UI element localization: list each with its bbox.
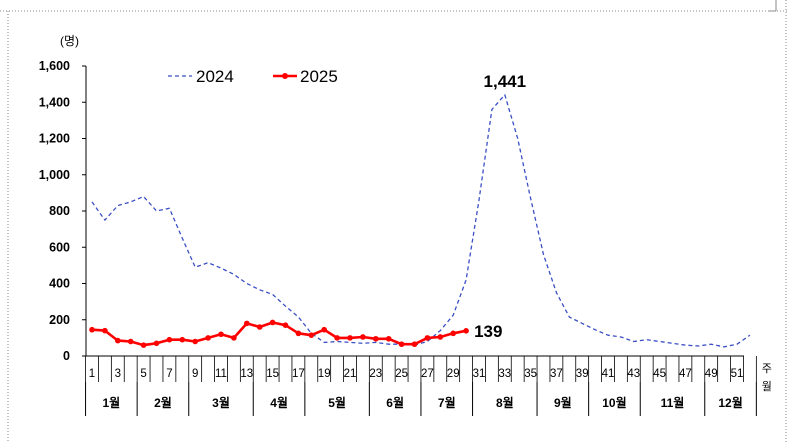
data-point-2025: [102, 327, 108, 334]
annotations: 1,441 139: [474, 72, 526, 341]
data-point-2025: [321, 326, 328, 333]
y-tick-label: 1,600: [39, 59, 70, 73]
data-point-2025: [256, 324, 263, 330]
x-tick-label: 49: [705, 368, 718, 380]
y-tick-label: 800: [49, 204, 70, 218]
latest-value-label: 139: [474, 322, 502, 341]
month-label: 7월: [438, 395, 456, 410]
x-tick-label: 51: [731, 368, 744, 380]
legend: 2024 2025: [168, 67, 338, 86]
y-tick-label: 200: [49, 313, 70, 327]
y-axis-unit-label: (명): [60, 34, 79, 48]
x-tick-label: 9: [192, 368, 198, 380]
series-layer: [89, 94, 751, 348]
x-tick-label: 27: [421, 368, 434, 380]
data-point-2025: [269, 319, 276, 326]
y-axis: 0 200 400 600 800 1,000 1,200 1,400 1,600: [39, 59, 87, 363]
month-label: 4월: [270, 395, 288, 410]
data-point-2025: [115, 337, 121, 344]
x-tick-label: 19: [318, 368, 331, 380]
series-line-2024: [91, 94, 751, 348]
data-point-2025: [385, 335, 392, 342]
data-point-2025: [347, 335, 353, 341]
month-label: 5월: [328, 395, 346, 410]
x-tick-label: 35: [524, 368, 537, 380]
y-tick-label: 1,400: [39, 95, 70, 109]
month-label: 11월: [661, 395, 685, 410]
month-label: 8월: [496, 395, 514, 410]
data-point-2025: [373, 335, 379, 342]
x-tick-label: 11: [215, 368, 227, 380]
x-tick-label: 39: [576, 368, 589, 380]
data-point-2025: [89, 326, 95, 333]
data-point-2025: [153, 340, 160, 347]
month-axis-unit-label: 월: [762, 380, 772, 393]
x-tick-label: 29: [447, 368, 460, 380]
y-tick-label: 400: [49, 277, 70, 291]
x-tick-label: 41: [602, 368, 615, 380]
data-point-2025: [205, 335, 211, 341]
legend-marker-2025: [282, 73, 288, 79]
x-tick-label: 17: [292, 368, 305, 380]
data-point-2025: [231, 335, 237, 341]
month-label: 6월: [386, 395, 404, 410]
x-tick-label: 1: [89, 368, 95, 380]
x-tick-label: 37: [550, 368, 563, 380]
x-tick-label: 5: [140, 368, 146, 380]
x-tick-label: 25: [395, 368, 408, 380]
x-axis: 1 3 5 7 9 11 13 15 17 19 21 23 25 27 29 31 33 35 37 39 41 43 4…: [85, 355, 772, 382]
data-point-2025: [360, 334, 366, 340]
data-point-2025: [127, 338, 134, 345]
data-point-2025: [463, 328, 469, 334]
month-label: 12월: [718, 395, 742, 410]
legend-label-2024: 2024: [196, 67, 234, 86]
peak-value-label: 1,441: [484, 72, 527, 91]
month-label: 2월: [154, 395, 172, 410]
x-tick-label: 31: [473, 368, 486, 380]
data-point-2025: [450, 330, 457, 337]
data-point-2025: [308, 332, 315, 338]
data-point-2025: [166, 336, 173, 343]
data-point-2025: [179, 336, 186, 343]
series-line-2025: [91, 321, 467, 347]
y-tick-label: 1,000: [39, 168, 70, 182]
x-tick-label: 47: [679, 368, 692, 380]
data-point-2025: [424, 335, 431, 341]
month-label: 3월: [212, 395, 230, 410]
month-label: 1월: [102, 395, 120, 410]
data-point-2025: [398, 341, 405, 348]
data-point-2025: [140, 342, 147, 348]
data-point-2025: [295, 330, 302, 337]
data-point-2025: [437, 334, 444, 340]
x-axis-unit-label: 주: [762, 363, 772, 375]
legend-label-2025: 2025: [300, 67, 338, 86]
data-point-2025: [411, 341, 418, 348]
data-point-2025: [192, 338, 198, 345]
month-label: 10월: [602, 395, 626, 410]
x-tick-label: 23: [369, 368, 382, 380]
x-tick-label: 13: [240, 368, 253, 380]
month-label: 9월: [554, 395, 572, 410]
x-tick-label: 21: [344, 368, 357, 380]
x-tick-label: 33: [498, 368, 511, 380]
y-tick-label: 1,200: [39, 132, 70, 146]
y-tick-label: 600: [49, 240, 70, 254]
x-tick-label: 3: [115, 368, 121, 380]
x-tick-label: 7: [166, 368, 172, 380]
data-point-2025: [334, 335, 340, 341]
data-point-2025: [244, 320, 250, 327]
x-tick-label: 43: [627, 368, 640, 380]
data-point-2025: [282, 322, 289, 328]
x-tick-label: 15: [266, 368, 279, 380]
month-axis: 1월 2월 3월 4월 5월 6월 7월 8월 9월 10월 11월 12월 월: [85, 380, 772, 416]
y-tick-label: 0: [63, 349, 70, 363]
data-point-2025: [218, 331, 224, 338]
x-tick-label: 45: [653, 368, 666, 380]
